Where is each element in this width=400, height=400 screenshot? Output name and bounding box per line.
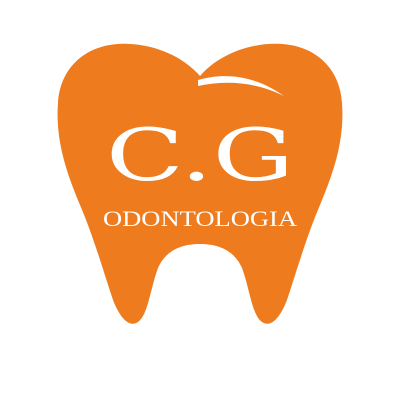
logo-subtitle: ODONTOLOGIA xyxy=(103,206,297,231)
tooth-icon xyxy=(57,43,343,324)
logo-initials: C.G xyxy=(106,113,294,197)
highlight-swoosh xyxy=(198,76,284,96)
